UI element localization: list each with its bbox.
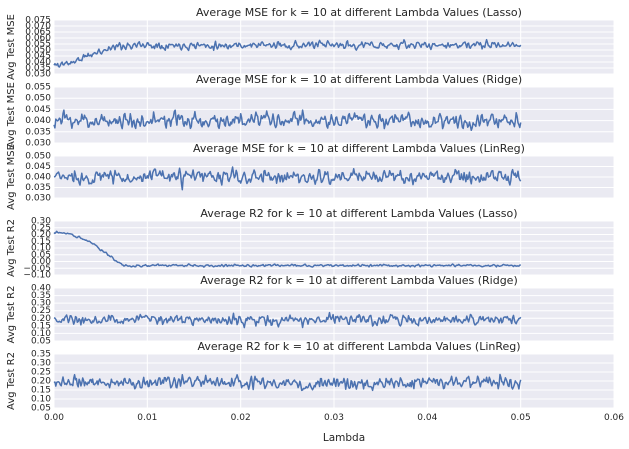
y-tick-label: 0.25 bbox=[31, 223, 51, 233]
subplot-title: Average MSE for k = 10 at different Lamb… bbox=[193, 142, 525, 155]
y-tick-label: 0.05 bbox=[31, 337, 51, 347]
y-tick-label: 0.040 bbox=[25, 173, 51, 183]
y-tick-label: 0.050 bbox=[25, 94, 51, 104]
x-tick-label: 0.01 bbox=[137, 413, 157, 423]
y-tick-label: 0.35 bbox=[31, 291, 51, 301]
subplot-title: Average R2 for k = 10 at different Lambd… bbox=[197, 340, 520, 353]
y-tick-label: 0.035 bbox=[25, 127, 51, 137]
y-tick-label: 0.035 bbox=[25, 64, 51, 74]
y-tick-label: 0.035 bbox=[25, 183, 51, 193]
series-line bbox=[53, 166, 522, 191]
y-tick-label: 0.40 bbox=[31, 284, 51, 294]
y-tick-label: 0.075 bbox=[25, 16, 51, 26]
x-tick-label: 0.06 bbox=[604, 413, 624, 423]
subplot-title: Average MSE for k = 10 at different Lamb… bbox=[196, 6, 522, 19]
series-line bbox=[53, 373, 522, 392]
y-tick-label: 0.045 bbox=[25, 105, 51, 115]
y-tick-label: 0.030 bbox=[25, 70, 51, 80]
y-axis-label: Avg Test MSE bbox=[6, 144, 17, 210]
y-tick-label: 0.045 bbox=[25, 52, 51, 62]
subplot-5: 0.050.100.150.200.250.300.350.40 Average … bbox=[6, 274, 615, 347]
y-tick-label: 0.25 bbox=[31, 306, 51, 316]
subplot-title: Average MSE for k = 10 at different Lamb… bbox=[196, 73, 522, 86]
y-tick-label: 0.10 bbox=[31, 244, 51, 254]
series-line bbox=[53, 230, 522, 268]
y-axis-label: Avg Test R2 bbox=[6, 286, 17, 344]
y-tick-label: 0.055 bbox=[25, 40, 51, 50]
y-tick-label: 0.35 bbox=[31, 350, 51, 360]
x-tick-label: 0.05 bbox=[511, 413, 531, 423]
subplot-title: Average R2 for k = 10 at different Lambd… bbox=[200, 207, 517, 220]
x-tick-label: 0.00 bbox=[44, 413, 64, 423]
subplot-4: −0.10−0.050.000.050.100.150.200.250.30 Av… bbox=[6, 207, 615, 281]
y-tick-label: 0.20 bbox=[31, 377, 51, 387]
y-tick-label: 0.070 bbox=[25, 22, 51, 32]
y-tick-label: 0.30 bbox=[31, 299, 51, 309]
series-line bbox=[53, 109, 522, 132]
y-tick-label: 0.05 bbox=[31, 404, 51, 414]
y-tick-label: 0.030 bbox=[25, 139, 51, 149]
x-tick-label: 0.03 bbox=[324, 413, 344, 423]
y-axis-label: Avg Test MSE bbox=[6, 14, 17, 80]
y-tick-label: 0.10 bbox=[31, 329, 51, 339]
y-tick-label: 0.060 bbox=[25, 34, 51, 44]
series-line bbox=[53, 38, 522, 68]
y-tick-label: 0.055 bbox=[25, 83, 51, 93]
x-axis-label: Lambda bbox=[323, 432, 365, 444]
y-tick-label: 0.15 bbox=[31, 237, 51, 247]
y-axis-label: Avg Test MSE bbox=[6, 82, 17, 148]
y-tick-label: 0.040 bbox=[25, 116, 51, 126]
y-tick-label: 0.030 bbox=[25, 194, 51, 204]
y-tick-label: 0.20 bbox=[31, 314, 51, 324]
subplot-1: 0.0300.0350.0400.0450.0500.0550.0600.065… bbox=[6, 6, 615, 80]
y-tick-label: 0.05 bbox=[31, 250, 51, 260]
x-tick-label: 0.02 bbox=[231, 413, 251, 423]
y-axis-label: Avg Test R2 bbox=[6, 352, 17, 410]
y-tick-label: 0.00 bbox=[31, 257, 51, 267]
y-tick-label: 0.15 bbox=[31, 386, 51, 396]
y-tick-label: 0.050 bbox=[25, 152, 51, 162]
y-tick-label: −0.05 bbox=[23, 264, 51, 274]
y-tick-label: 0.040 bbox=[25, 58, 51, 68]
series-line bbox=[53, 311, 522, 329]
y-tick-label: 0.15 bbox=[31, 321, 51, 331]
y-tick-label: 0.10 bbox=[31, 395, 51, 405]
y-tick-label: 0.25 bbox=[31, 368, 51, 378]
x-tick-label: 0.04 bbox=[417, 413, 437, 423]
y-tick-label: −0.10 bbox=[23, 271, 51, 281]
y-tick-label: 0.050 bbox=[25, 46, 51, 56]
y-tick-label: 0.20 bbox=[31, 230, 51, 240]
y-tick-label: 0.30 bbox=[31, 217, 51, 227]
y-axis-label: Avg Test R2 bbox=[6, 219, 17, 277]
y-tick-label: 0.30 bbox=[31, 359, 51, 369]
subplot-title: Average R2 for k = 10 at different Lambd… bbox=[200, 274, 518, 287]
y-tick-label: 0.065 bbox=[25, 28, 51, 38]
y-tick-label: 0.045 bbox=[25, 162, 51, 172]
